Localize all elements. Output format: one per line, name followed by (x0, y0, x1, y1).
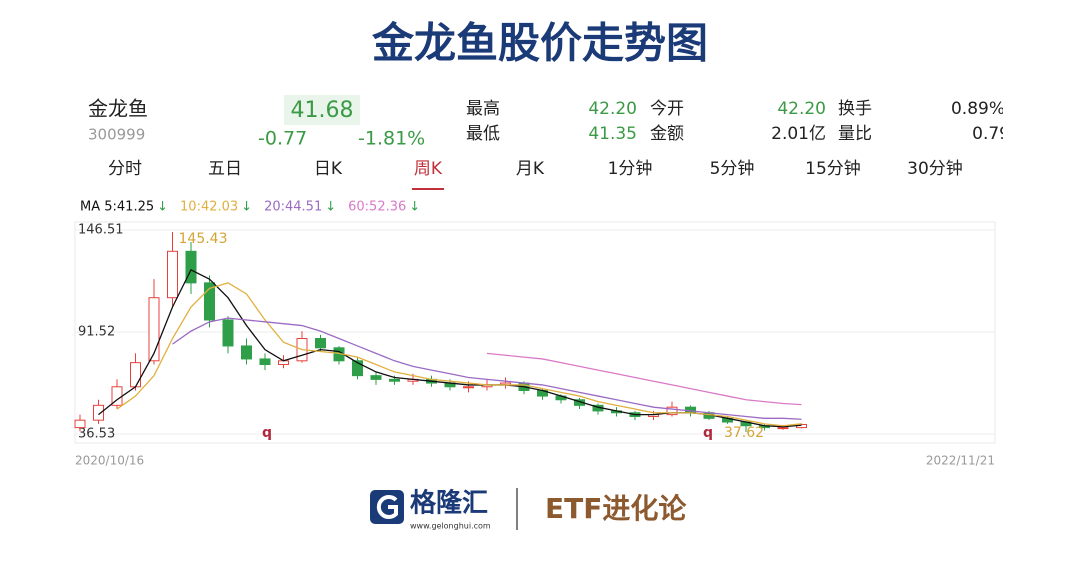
ma-line (116, 282, 802, 427)
marker: q (703, 425, 713, 441)
candle-body (185, 250, 197, 284)
candle-body (370, 375, 382, 380)
tab[interactable]: 日K (314, 159, 343, 179)
legend-trend: ↓ (241, 200, 252, 215)
candle-body (148, 297, 160, 362)
stat-value: 42.20 (588, 99, 637, 119)
candle-body (167, 250, 178, 299)
date-start: 2020/10/16 (75, 454, 144, 468)
tab[interactable]: 月K (516, 159, 545, 179)
stat-label: 今开 (650, 99, 684, 119)
tab[interactable]: 五日 (208, 159, 242, 179)
logo-icon (370, 490, 404, 524)
legend-trend: ↓ (409, 200, 420, 215)
tab[interactable]: 30分钟 (907, 159, 963, 179)
logo-g (376, 495, 398, 519)
legend-name: MA 5: (80, 200, 117, 215)
ma-line (172, 317, 802, 420)
legend: MA 5: 41.25 ↓ 10: 42.03 ↓ 20: 44.51 ↓ 60: 52.36 ↓ (80, 200, 420, 215)
tab[interactable]: 分时 (108, 159, 142, 179)
price: 41.68 (291, 98, 354, 123)
candle-body (352, 360, 363, 377)
change: -0.77 (258, 128, 307, 150)
date-end: 2022/11/21 (926, 454, 995, 468)
candle-body (130, 362, 141, 388)
tab[interactable]: 1分钟 (608, 159, 653, 179)
stock-name: 金龙鱼 (88, 97, 148, 121)
stat-value: 0.79 (972, 124, 1010, 144)
candle-body (241, 345, 252, 360)
tab[interactable]: 5分钟 (710, 159, 755, 179)
max-label: 145.43 (179, 231, 228, 247)
stat-value: 42.20 (777, 99, 826, 119)
legend-name: 20: (264, 200, 285, 215)
candle-body (463, 386, 474, 389)
title: 金龙鱼股价走势图 (371, 19, 708, 68)
stat-label: 最低 (466, 124, 500, 144)
stat-label: 量比 (838, 124, 872, 144)
marker: q (262, 425, 272, 441)
candle-body (315, 338, 326, 349)
tab[interactable]: 15分钟 (805, 159, 861, 179)
candle-body (389, 378, 400, 382)
legend-value: 42.03 (201, 200, 238, 215)
legend-trend: ↓ (157, 200, 168, 215)
brand: 格隆汇 (410, 488, 488, 519)
stat-label: 最高 (466, 99, 500, 119)
ma-line (486, 352, 802, 406)
min-label: 37.62 (724, 425, 764, 441)
candle-body (74, 419, 86, 429)
candle-body (259, 358, 271, 366)
candle-body (93, 404, 104, 421)
legend-value: 41.25 (117, 200, 154, 215)
candle-body (666, 406, 678, 416)
candle-body (204, 282, 215, 321)
y-tick-label: 146.51 (78, 222, 124, 237)
stat-label: 换手 (838, 99, 872, 119)
site: www.gelonghui.com (410, 522, 491, 531)
candle-body (222, 319, 234, 347)
price-box (284, 95, 360, 125)
legend-trend: ↓ (325, 200, 336, 215)
stat-value: 41.35 (588, 124, 637, 144)
stats: 最高 42.20 今开 42.20 换手 0.89% 最低 41.35 金额 2… (466, 99, 1010, 144)
legend-value: 44.51 (285, 200, 322, 215)
plot: 146.51 91.52 36.53 145.43 37.62 (74, 222, 995, 442)
tab-bar: 分时 五日 日K 周K 月K 1分钟 5分钟 15分钟 30分钟 (108, 159, 963, 190)
plot-frame (74, 221, 996, 444)
stat-label: 金额 (650, 124, 684, 144)
legend-value: 52.36 (369, 200, 406, 215)
legend-name: 10: (180, 200, 201, 215)
change-pct: -1.81% (358, 128, 425, 150)
tab[interactable]: 周K (414, 159, 443, 179)
legend-name: 60: (348, 200, 369, 215)
stat-value: 0.89% (951, 99, 1005, 119)
candle-body (777, 427, 789, 430)
y-tick-label: 91.52 (78, 324, 115, 339)
stock-code: 300999 (88, 126, 145, 144)
y-tick-label: 36.53 (78, 427, 115, 442)
partner: ETF进化论 (545, 492, 687, 525)
stat-value: 2.01亿 (771, 124, 826, 144)
